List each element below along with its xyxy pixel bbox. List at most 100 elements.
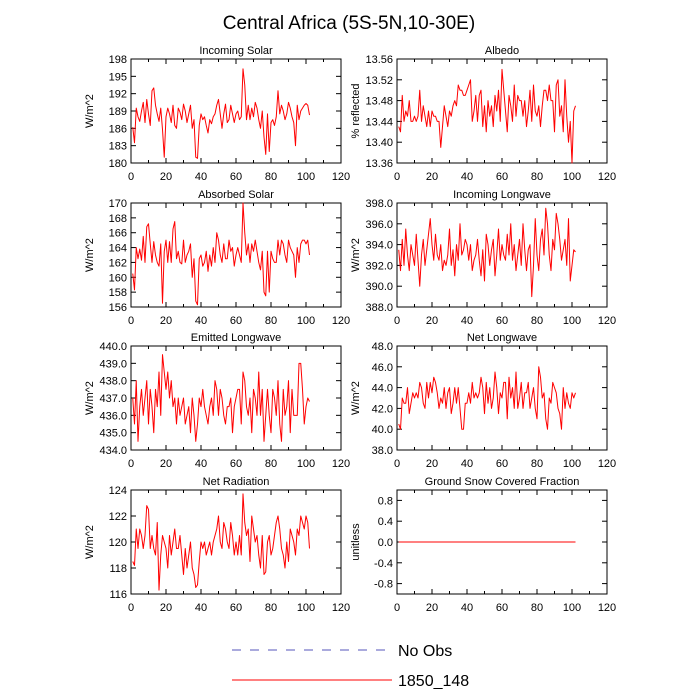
y-tick-label: 116 bbox=[109, 589, 127, 601]
y-tick-label: 186 bbox=[109, 123, 127, 135]
y-tick-label: 0.4 bbox=[378, 516, 393, 528]
series-line-1850-148 bbox=[132, 202, 310, 306]
y-tick-label: 398.0 bbox=[365, 198, 393, 210]
y-axis-label: W/m^2 bbox=[84, 238, 96, 272]
y-tick-label: 192 bbox=[109, 89, 127, 101]
x-tick-label: 0 bbox=[394, 458, 400, 470]
y-tick-label: 195 bbox=[109, 71, 127, 83]
plot-frame bbox=[130, 58, 342, 164]
panel-7: Net Radiation 0 20 40 60 80 100 120 116 118 120 122… bbox=[84, 476, 350, 614]
y-tick-label: 170 bbox=[109, 198, 127, 210]
y-tick-label: 48.0 bbox=[372, 341, 393, 353]
x-tick-label: 40 bbox=[461, 602, 473, 614]
x-tick-label: 60 bbox=[230, 315, 242, 327]
y-axis-label: W/m^2 bbox=[84, 94, 96, 128]
series-line-1850-148 bbox=[132, 354, 310, 442]
x-tick-label: 120 bbox=[332, 315, 350, 327]
x-tick-label: 20 bbox=[160, 315, 172, 327]
panel-title: Emitted Longwave bbox=[191, 332, 282, 344]
x-tick-label: 100 bbox=[563, 458, 581, 470]
panel-3: Absorbed Solar 0 20 40 60 80 100 120 156 158 160 16… bbox=[84, 189, 350, 327]
x-tick-label: 60 bbox=[230, 602, 242, 614]
y-tick-label: 0.8 bbox=[378, 495, 393, 507]
panel-title: Net Radiation bbox=[203, 476, 270, 488]
x-tick-label: 20 bbox=[160, 171, 172, 183]
x-tick-label: 120 bbox=[598, 602, 616, 614]
y-axis-label: % reflected bbox=[350, 83, 362, 138]
y-tick-label: 183 bbox=[109, 141, 127, 153]
x-tick-label: 120 bbox=[332, 171, 350, 183]
x-tick-label: 40 bbox=[195, 458, 207, 470]
y-axis-label: W/m^2 bbox=[350, 238, 362, 272]
panel-title: Albedo bbox=[485, 45, 519, 57]
y-tick-label: 198 bbox=[109, 54, 127, 66]
panel-title: Incoming Solar bbox=[199, 45, 273, 57]
y-tick-label: 46.0 bbox=[372, 362, 393, 374]
x-tick-label: 120 bbox=[598, 171, 616, 183]
x-tick-label: 60 bbox=[230, 458, 242, 470]
x-tick-label: 120 bbox=[332, 458, 350, 470]
x-tick-label: 20 bbox=[426, 171, 438, 183]
panel-4: Incoming Longwave 0 20 40 60 80 100 120 388.0 390… bbox=[350, 189, 616, 327]
x-tick-label: 80 bbox=[531, 602, 543, 614]
y-tick-label: 438.0 bbox=[99, 376, 127, 388]
y-tick-label: -0.8 bbox=[374, 579, 393, 591]
x-tick-label: 80 bbox=[531, 315, 543, 327]
y-tick-label: 166 bbox=[109, 228, 127, 240]
x-tick-label: 40 bbox=[461, 171, 473, 183]
x-tick-label: 120 bbox=[598, 458, 616, 470]
x-tick-label: 80 bbox=[265, 171, 277, 183]
y-tick-label: 396.0 bbox=[365, 219, 393, 231]
x-tick-label: 80 bbox=[265, 315, 277, 327]
x-tick-label: 40 bbox=[461, 458, 473, 470]
x-tick-label: 20 bbox=[426, 315, 438, 327]
x-tick-label: 40 bbox=[195, 171, 207, 183]
y-tick-label: 434.0 bbox=[99, 445, 127, 457]
x-tick-label: 0 bbox=[394, 171, 400, 183]
x-tick-label: 40 bbox=[195, 602, 207, 614]
x-tick-label: 40 bbox=[461, 315, 473, 327]
panel-5: Emitted Longwave 0 20 40 60 80 100 120 434.0 435.… bbox=[84, 332, 350, 470]
y-axis-label: unitless bbox=[350, 523, 362, 561]
y-tick-label: 42.0 bbox=[372, 403, 393, 415]
series-line-1850-148 bbox=[132, 493, 310, 591]
x-tick-label: 60 bbox=[496, 602, 508, 614]
y-tick-label: 436.0 bbox=[99, 410, 127, 422]
x-tick-label: 0 bbox=[128, 602, 134, 614]
y-tick-label: 13.48 bbox=[365, 96, 393, 108]
y-tick-label: 440.0 bbox=[99, 341, 127, 353]
y-tick-label: 13.36 bbox=[365, 158, 393, 170]
y-tick-label: 13.44 bbox=[365, 116, 393, 128]
x-tick-label: 80 bbox=[265, 602, 277, 614]
x-tick-label: 40 bbox=[195, 315, 207, 327]
x-tick-label: 0 bbox=[128, 458, 134, 470]
y-tick-label: 392.0 bbox=[365, 260, 393, 272]
x-tick-label: 120 bbox=[332, 602, 350, 614]
y-tick-label: 435.0 bbox=[99, 428, 127, 440]
panel-title: Net Longwave bbox=[467, 332, 537, 344]
y-tick-label: 437.0 bbox=[99, 393, 127, 405]
x-tick-label: 100 bbox=[297, 171, 315, 183]
x-tick-label: 60 bbox=[496, 315, 508, 327]
figure-title: Central Africa (5S-5N,10-30E) bbox=[223, 13, 475, 34]
panel-8: Ground Snow Covered Fraction 0 20 40 60 80 100… bbox=[350, 476, 616, 614]
y-tick-label: 168 bbox=[109, 213, 127, 225]
y-tick-label: 180 bbox=[109, 158, 127, 170]
y-tick-label: 394.0 bbox=[365, 240, 393, 252]
x-tick-label: 60 bbox=[230, 171, 242, 183]
legend-label-1850-148: 1850_148 bbox=[398, 673, 469, 690]
y-axis-label: W/m^2 bbox=[350, 381, 362, 415]
y-tick-label: -0.4 bbox=[374, 558, 393, 570]
y-tick-label: 189 bbox=[109, 106, 127, 118]
x-tick-label: 100 bbox=[563, 602, 581, 614]
y-tick-label: 13.40 bbox=[365, 137, 393, 149]
series-line-1850-148 bbox=[398, 366, 576, 430]
y-tick-label: 158 bbox=[109, 287, 127, 299]
y-tick-label: 162 bbox=[109, 257, 127, 269]
y-tick-label: 122 bbox=[109, 511, 127, 523]
panel-1: Incoming Solar 0 20 40 60 80 100 120 180 183 186 18… bbox=[84, 45, 350, 183]
legend-label-no-obs: No Obs bbox=[398, 643, 452, 660]
plot-frame bbox=[396, 202, 608, 308]
x-tick-label: 100 bbox=[563, 171, 581, 183]
